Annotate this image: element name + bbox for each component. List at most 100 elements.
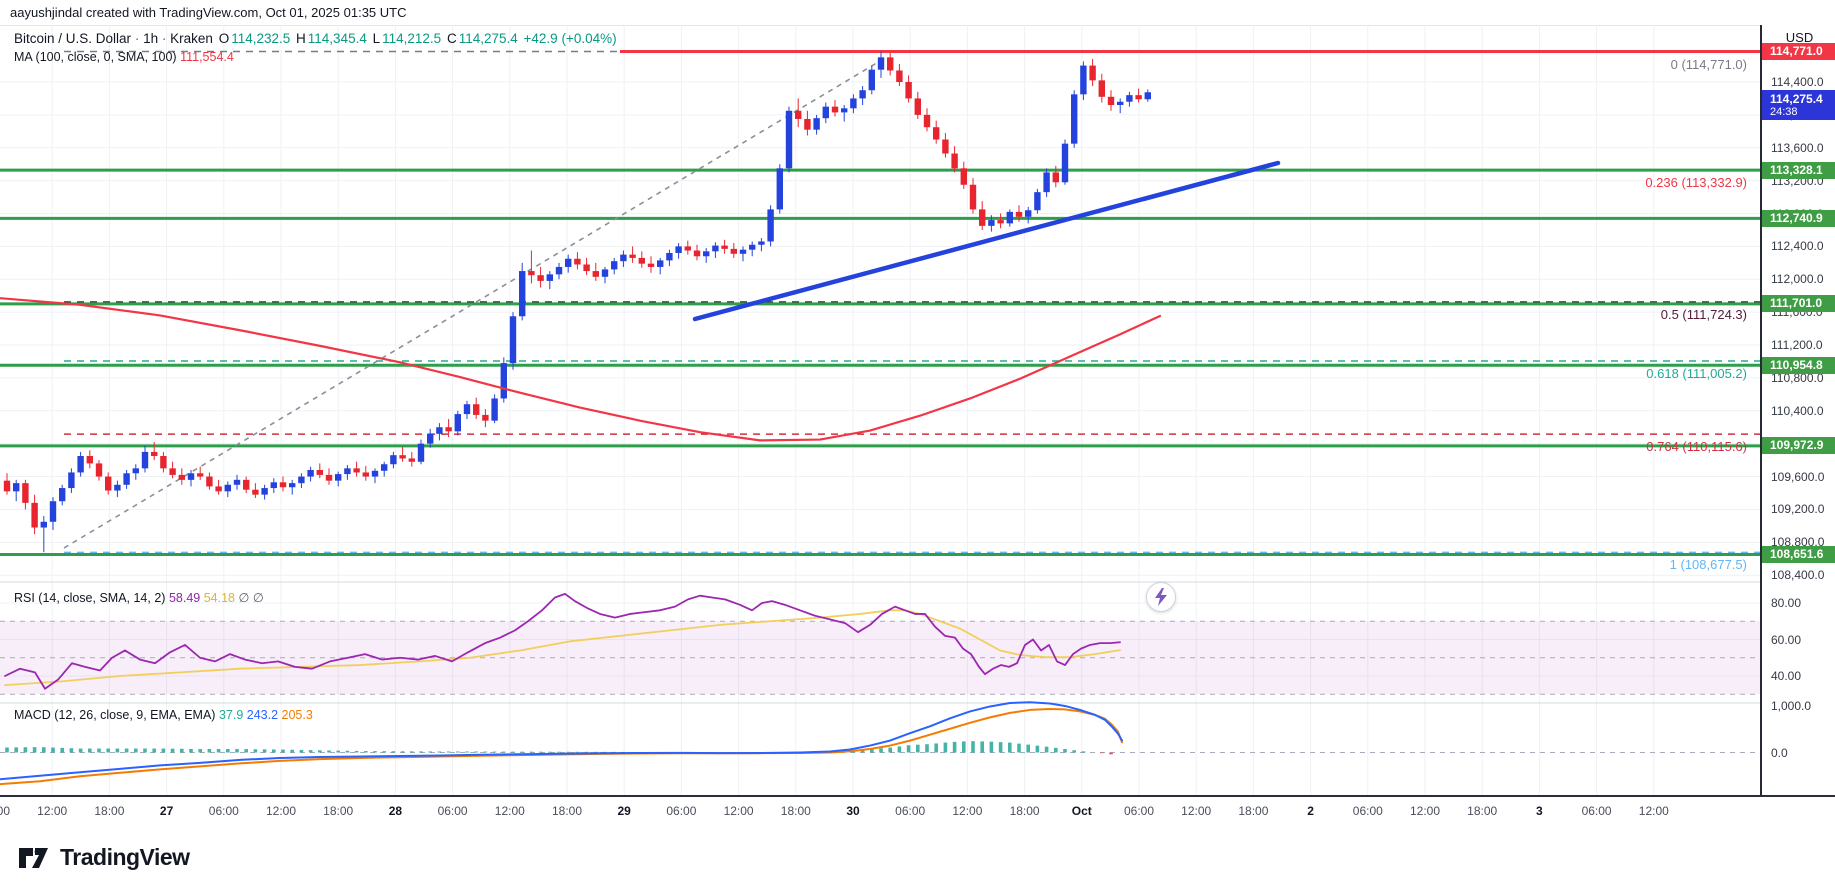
macd-hist-bar: [1054, 747, 1058, 753]
high-value: 114,345.4: [307, 31, 367, 46]
candle-body: [666, 252, 673, 261]
macd-hist-bar: [989, 741, 994, 753]
candle-body: [1071, 94, 1078, 144]
candle-body: [647, 263, 655, 267]
tradingview-logo[interactable]: TradingView: [18, 843, 190, 871]
fib-label-1: 1 (108,677.5): [1669, 557, 1747, 573]
candle-body: [657, 260, 664, 267]
candle-body: [831, 106, 839, 113]
candle-body: [13, 483, 20, 492]
symbol-interval[interactable]: 1h: [143, 31, 159, 46]
macd-hist-bar: [78, 748, 83, 753]
bar-countdown: 24:38: [1770, 106, 1798, 118]
macd-hist-bar: [538, 751, 543, 753]
macd-hist-bar: [115, 748, 120, 753]
candle-body: [178, 474, 185, 480]
time-label: 06:00: [895, 804, 926, 818]
time-label: 06:00: [1352, 804, 1383, 818]
macd-hist-bar: [511, 751, 515, 753]
candle-body: [859, 90, 866, 99]
macd-hist-bar: [216, 749, 221, 753]
candle-body: [969, 184, 977, 210]
candle-body: [362, 472, 369, 477]
candle-body: [132, 468, 139, 474]
time-label: 18:00: [1238, 804, 1269, 818]
fib-label-0.236: 0.236 (113,332.9): [1645, 174, 1747, 190]
candle-body: [537, 275, 544, 281]
macd-hist-value: 37.9: [218, 708, 244, 722]
day-label: 29: [617, 804, 631, 818]
macd-hist-bar: [897, 746, 902, 753]
candle-body: [307, 469, 314, 477]
candle-body: [684, 246, 691, 251]
ohlc-values: O 114,232.5 H 114,345.4 L 114,212.5 C 114,27…: [217, 31, 617, 46]
rsi-scale-tick: 80.00: [1771, 596, 1802, 610]
ma-indicator-row[interactable]: MA (100, close, 0, SMA, 100) 111,554.4: [14, 48, 617, 66]
candle-body: [721, 245, 728, 249]
macd-hist-bar: [456, 751, 460, 753]
time-label: 12:00: [37, 804, 68, 818]
candle-body: [592, 271, 599, 277]
candle-body: [620, 254, 627, 262]
candle-body: [59, 488, 66, 502]
low-value: 114,212.5: [382, 31, 442, 46]
time-label: 12:00: [1181, 804, 1212, 818]
candle-body: [491, 398, 498, 421]
macd-hist-bar: [962, 741, 966, 753]
day-label: Oct: [1071, 804, 1092, 818]
candle-body: [1107, 96, 1115, 106]
candle-body: [712, 245, 719, 252]
candle-body: [371, 470, 379, 477]
legend-rsi[interactable]: RSI (14, close, SMA, 14, 2) 58.49 54.18 …: [14, 590, 264, 605]
candle-body: [1089, 65, 1096, 81]
candle-body: [49, 501, 57, 522]
macd-hist-bar: [364, 751, 368, 753]
candle-body: [813, 118, 820, 130]
price-tick: 113,600.0: [1771, 140, 1824, 155]
candle-body: [224, 484, 231, 492]
candle-body: [528, 271, 535, 276]
macd-hist-bar: [180, 748, 184, 753]
candle-body: [344, 468, 351, 475]
candle-body: [565, 258, 572, 267]
macd-hist-bar: [410, 751, 414, 753]
candle-body: [785, 110, 793, 169]
macd-hist-bar: [281, 749, 285, 753]
separator-dot: ·: [134, 31, 140, 46]
candle-body: [1006, 211, 1013, 224]
high-price-badge: 114,771.0: [1762, 43, 1835, 60]
macd-hist-bar: [1008, 742, 1012, 753]
flash-drawing-button[interactable]: [1146, 582, 1176, 612]
macd-hist-bar: [492, 751, 497, 753]
macd-hist-bar: [106, 748, 110, 753]
macd-hist-bar: [226, 749, 230, 753]
macd-hist-bar: [428, 751, 432, 753]
candle-body: [123, 473, 130, 485]
rsi-label: RSI (14, close, SMA, 14, 2): [14, 591, 166, 605]
change-value: +42.9 (+0.04%): [523, 31, 617, 46]
candle-body: [555, 266, 563, 275]
candle-body: [86, 456, 93, 464]
time-axis[interactable]: 06:00 12:00 18:00 27 06:00 12:00 18:00 28 06:00 1…: [0, 795, 1835, 832]
macd-hist-bar: [299, 749, 304, 753]
candle-body: [261, 488, 268, 495]
macd-hist-bar: [465, 751, 469, 753]
blue-trendline[interactable]: [692, 160, 1281, 322]
candle-body: [445, 427, 452, 432]
legend-macd[interactable]: MACD (12, 26, close, 9, EMA, EMA) 37.9 2…: [14, 708, 313, 722]
chart-canvas[interactable]: [0, 25, 1835, 795]
macd-hist-bar: [1026, 744, 1030, 753]
price-tick: 112,400.0: [1771, 239, 1824, 254]
macd-hist-bar: [161, 748, 166, 753]
candle-body: [960, 168, 967, 185]
candle-body: [31, 502, 38, 528]
symbol-title-row[interactable]: Bitcoin / U.S. Dollar · 1h · Kraken O 114…: [14, 30, 617, 48]
macd-hist-bar: [170, 748, 175, 753]
tradingview-mark-icon: [19, 848, 48, 868]
sr-price-badge: 112,740.9: [1762, 209, 1835, 227]
macd-hist-bar: [134, 748, 138, 753]
macd-hist-bar: [916, 744, 920, 753]
macd-hist-bar: [207, 749, 212, 753]
price-scale[interactable]: USD 114,400.0114,000.0113,600.0113,200.0…: [1760, 25, 1835, 795]
candle-body: [675, 246, 682, 253]
